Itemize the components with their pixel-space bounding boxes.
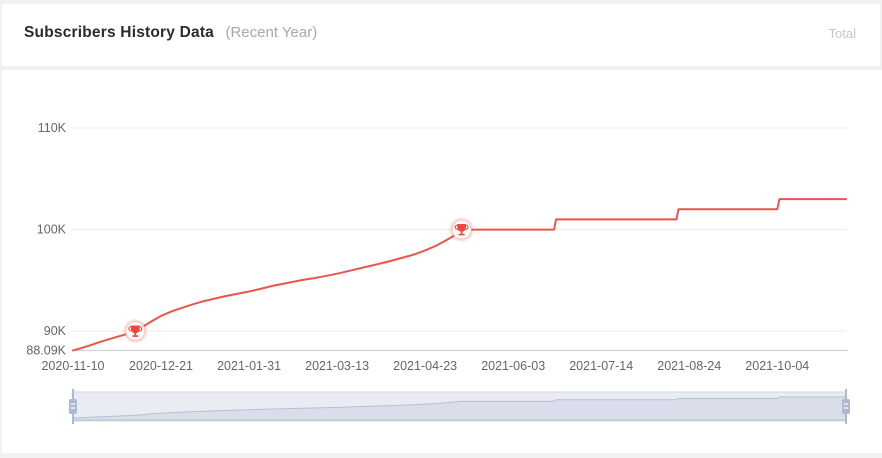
datazoom-data-shadow [72, 396, 847, 421]
x-axis-label: 2021-07-14 [569, 359, 633, 373]
page-subtitle: (Recent Year) [225, 24, 318, 41]
header-title-wrap: Subscribers History Data (Recent Year) [24, 24, 317, 42]
datazoom-slider[interactable] [69, 389, 850, 424]
x-axis-label: 2021-06-03 [481, 359, 545, 373]
y-axis-label: 110K [38, 121, 67, 135]
x-axis-label: 2020-11-10 [41, 359, 104, 373]
trophy-icon [454, 224, 469, 236]
milestone-trophy-marker [123, 319, 148, 344]
x-axis-label: 2021-01-31 [217, 359, 281, 373]
x-axis-label: 2021-08-24 [657, 359, 721, 373]
chart-card: 88.09K 90K 100K 110K 2020-11-10 2020-12-21 202… [2, 70, 882, 453]
x-axis-label: 2021-03-13 [305, 359, 369, 373]
datazoom-handle-right[interactable] [842, 389, 850, 424]
x-axis-label: 2021-10-04 [745, 359, 809, 373]
trophy-icon [128, 325, 143, 337]
page-title: Subscribers History Data [24, 24, 215, 41]
datazoom-handle-grip[interactable] [69, 399, 77, 414]
x-axis-label: 2021-04-23 [393, 359, 457, 373]
subscribers-line-chart: 88.09K 90K 100K 110K 2020-11-10 2020-12-21 202… [26, 121, 850, 424]
x-axis-label: 2020-12-21 [129, 359, 193, 373]
y-axis-label: 90K [44, 324, 67, 338]
header-card: Subscribers History Data (Recent Year) T… [2, 4, 880, 66]
datazoom-handle-left[interactable] [69, 389, 77, 424]
milestone-trophy-marker [449, 217, 474, 242]
y-axis-label: 88.09K [26, 344, 66, 358]
datazoom-handle-grip[interactable] [842, 399, 850, 414]
y-axis-label: 100K [37, 223, 67, 237]
legend-item-total[interactable]: Total [828, 26, 856, 41]
